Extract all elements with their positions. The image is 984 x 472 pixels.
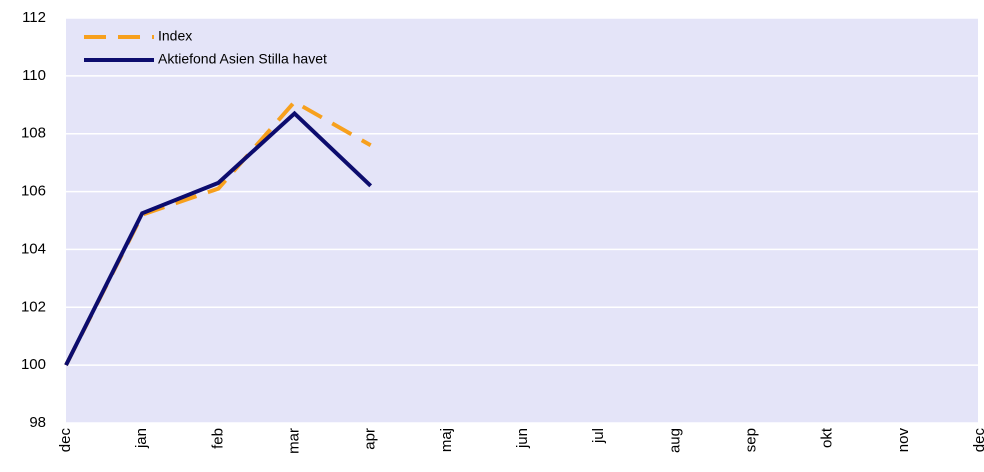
x-tick-label: maj [438, 428, 455, 452]
x-tick-label: jun [514, 428, 531, 449]
x-tick-label: dec [57, 428, 74, 453]
x-tick-label: mar [285, 428, 302, 454]
y-tick-label: 112 [22, 9, 46, 26]
x-tick-label: sep [742, 428, 759, 452]
plot-area [66, 18, 978, 423]
x-tick-label: nov [895, 428, 912, 453]
y-tick-label: 104 [21, 240, 46, 257]
x-tick-label: apr [362, 428, 379, 450]
x-tick-label: jan [133, 428, 150, 449]
y-tick-label: 100 [21, 356, 46, 373]
y-tick-label: 108 [21, 125, 46, 142]
y-tick-label: 98 [29, 414, 46, 431]
x-tick-label: okt [819, 427, 836, 448]
legend-label: Index [158, 28, 192, 44]
legend-label: Aktiefond Asien Stilla havet [158, 51, 327, 67]
x-tick-label: dec [971, 428, 984, 453]
x-tick-label: aug [666, 428, 683, 453]
y-tick-label: 106 [21, 183, 46, 200]
x-tick-label: feb [209, 428, 226, 449]
y-tick-label: 102 [21, 298, 46, 315]
x-tick-label: jul [590, 428, 607, 444]
line-series [64, 110, 373, 367]
y-tick-label: 110 [22, 67, 46, 84]
